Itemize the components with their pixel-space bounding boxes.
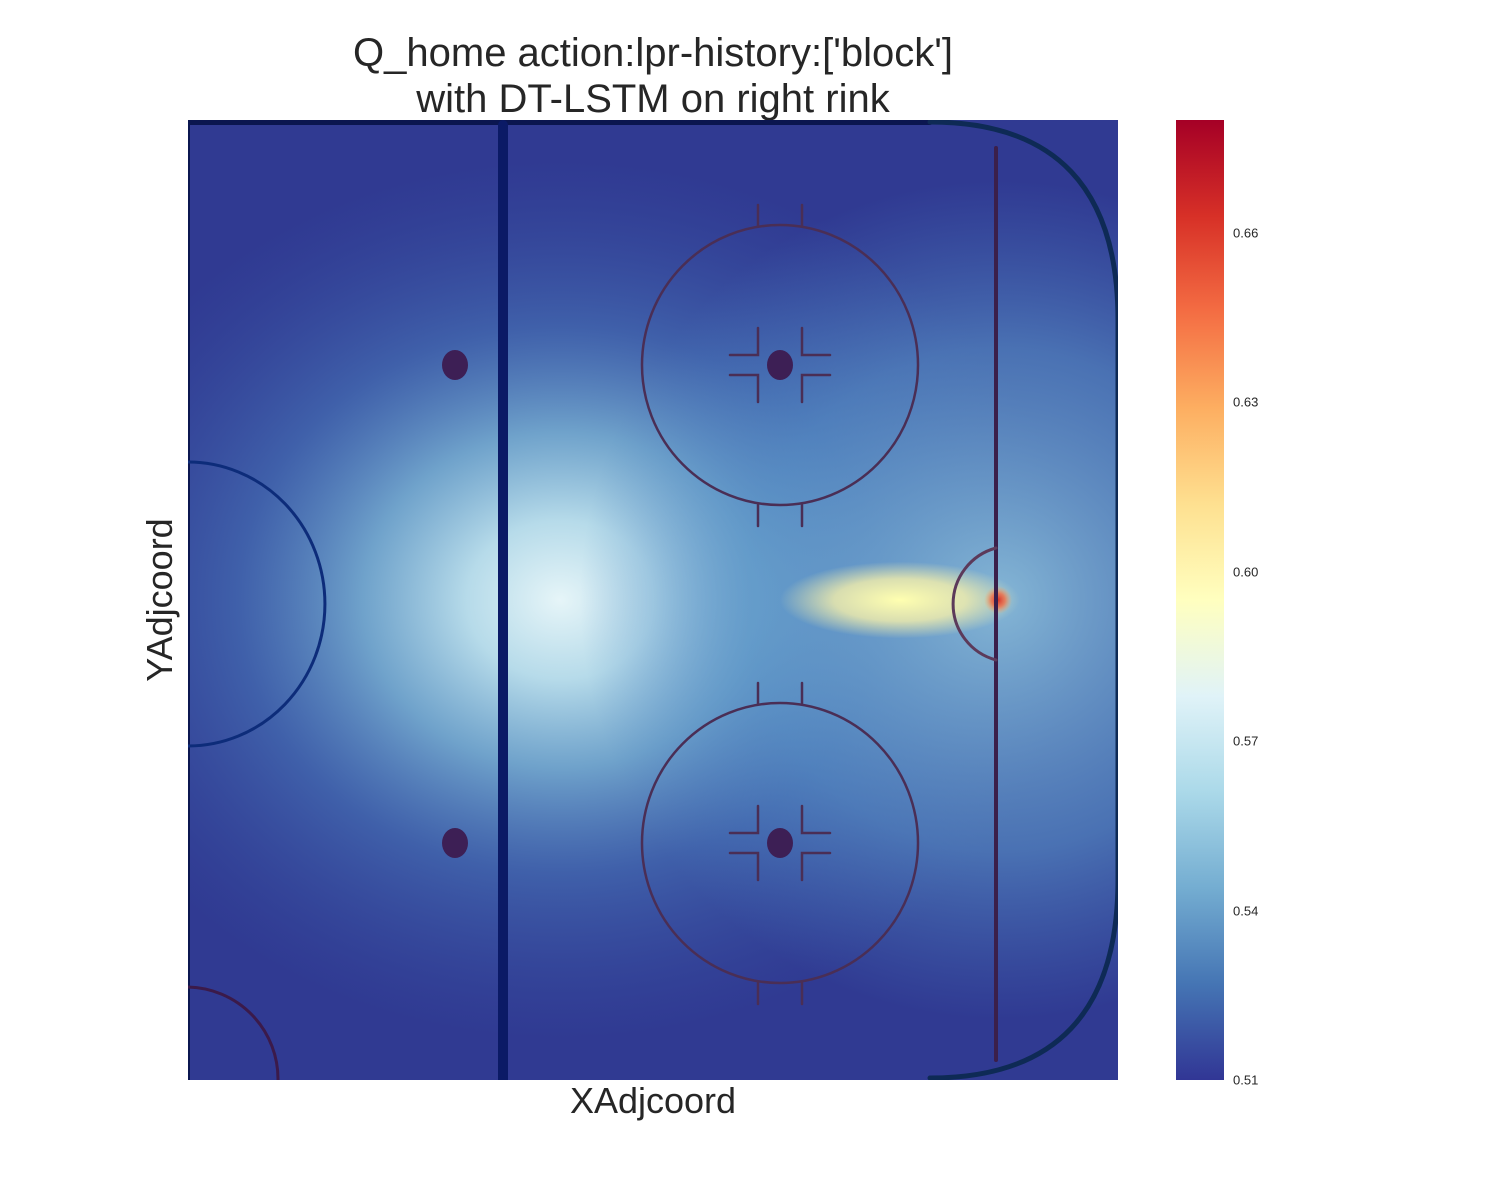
rink-overlay <box>188 120 1118 1080</box>
colorbar-tick-label: 0.60 <box>1233 564 1259 580</box>
chart-title-line2: with DT-LSTM on right rink <box>416 77 890 121</box>
faceoff-circle-bottom <box>640 681 920 1006</box>
center-circle <box>188 460 327 748</box>
neutral-dot-top <box>442 350 468 380</box>
faceoff-dot-top <box>767 350 793 380</box>
faceoff-circle-top <box>640 203 920 528</box>
colorbar <box>1176 120 1224 1080</box>
heatmap-hotspot <box>780 562 1020 638</box>
heatmap-field <box>188 120 1118 1080</box>
chart-title-line1: Q_home action:lpr-history:['block'] <box>353 31 953 75</box>
faceoff-dot-bottom <box>767 828 793 858</box>
colorbar-tick-label: 0.66 <box>1233 225 1259 241</box>
colorbar-tick-label: 0.51 <box>1233 1072 1259 1088</box>
neutral-dot-bottom <box>442 828 468 858</box>
colorbar-tick-label: 0.57 <box>1233 733 1259 749</box>
goal-crease <box>951 546 998 662</box>
y-axis-label: YAdjcoord <box>139 518 180 682</box>
x-axis-label: XAdjcoord <box>569 1080 737 1121</box>
colorbar-tick-label: 0.54 <box>1233 903 1259 919</box>
end-boards <box>927 120 1118 1080</box>
colorbar-tick-label: 0.63 <box>1233 394 1259 410</box>
lower-circle <box>188 985 280 1080</box>
